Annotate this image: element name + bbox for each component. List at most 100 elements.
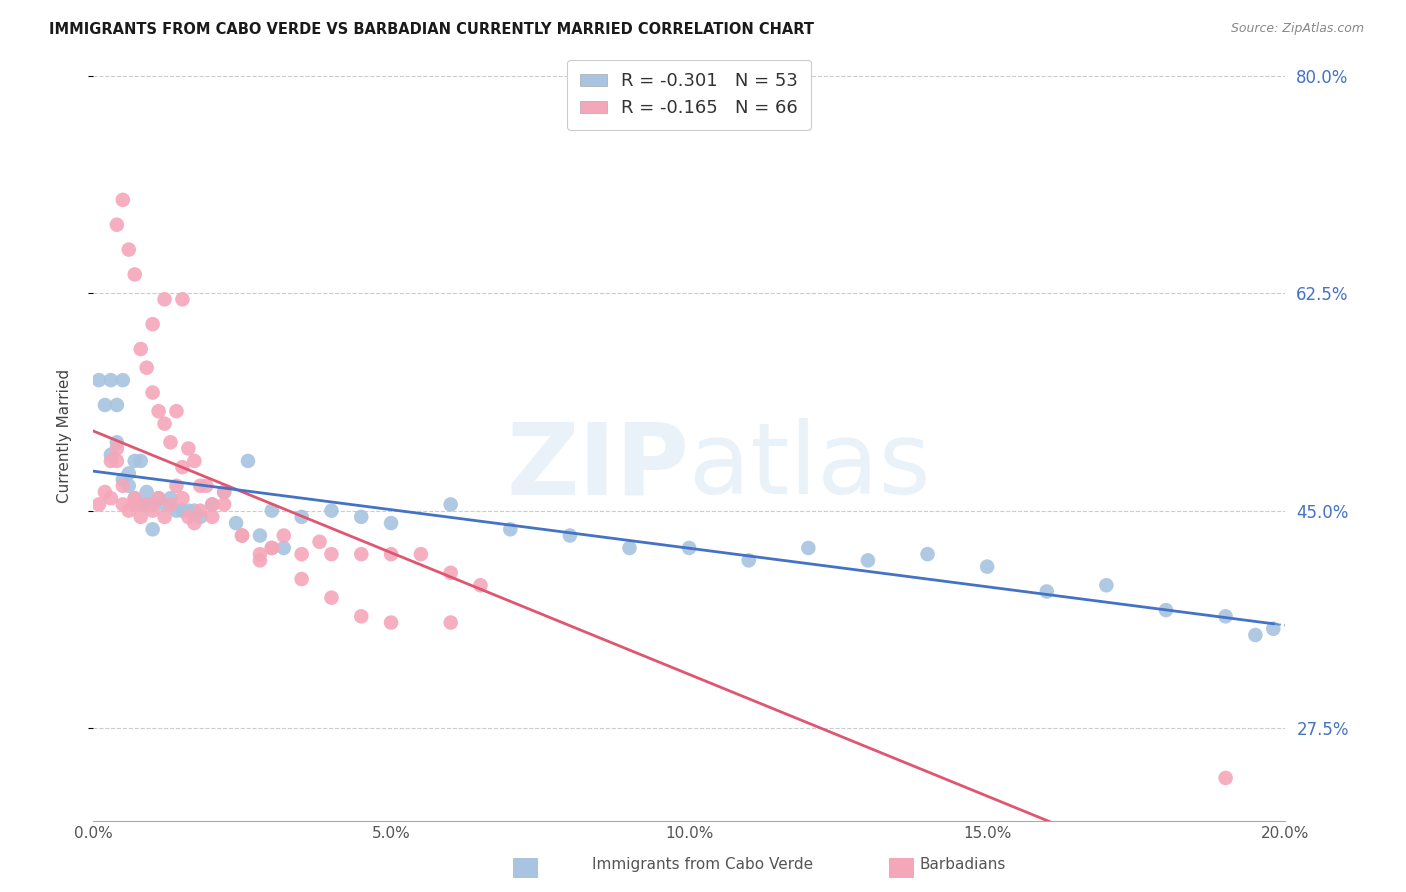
Point	[380, 516, 402, 530]
Point	[856, 553, 879, 567]
Text: atlas: atlas	[689, 418, 931, 516]
Point	[159, 498, 181, 512]
Point	[142, 385, 165, 400]
Point	[249, 547, 271, 561]
Point	[738, 553, 761, 567]
Point	[111, 373, 134, 387]
Point	[1263, 622, 1285, 636]
Point	[1154, 603, 1177, 617]
Point	[917, 547, 939, 561]
Point	[124, 491, 146, 506]
Point	[100, 454, 122, 468]
Point	[188, 503, 211, 517]
Point	[153, 498, 176, 512]
Point	[148, 404, 170, 418]
Point	[1215, 609, 1237, 624]
Point	[409, 547, 432, 561]
Point	[105, 454, 128, 468]
Point	[976, 559, 998, 574]
Point	[148, 491, 170, 506]
Point	[100, 491, 122, 506]
Point	[159, 491, 181, 506]
Point	[172, 293, 194, 307]
Point	[111, 193, 134, 207]
Point	[111, 479, 134, 493]
Point	[321, 591, 343, 605]
Point	[118, 503, 141, 517]
Point	[1036, 584, 1059, 599]
Point	[135, 498, 157, 512]
Point	[440, 498, 463, 512]
Point	[111, 473, 134, 487]
Point	[308, 534, 330, 549]
Point	[201, 509, 224, 524]
Point	[212, 485, 235, 500]
Point	[105, 442, 128, 456]
Point	[124, 498, 146, 512]
Point	[129, 509, 152, 524]
Point	[236, 454, 259, 468]
Point	[94, 485, 117, 500]
Point	[260, 541, 283, 555]
Point	[111, 498, 134, 512]
Point	[1244, 628, 1267, 642]
Point	[87, 373, 110, 387]
Point	[166, 479, 188, 493]
Point	[188, 509, 211, 524]
Point	[172, 460, 194, 475]
Point	[273, 528, 295, 542]
Point	[380, 547, 402, 561]
Point	[321, 547, 343, 561]
Point	[440, 615, 463, 630]
Point	[105, 218, 128, 232]
Text: Immigrants from Cabo Verde: Immigrants from Cabo Verde	[592, 857, 814, 872]
Point	[188, 479, 211, 493]
Point	[135, 360, 157, 375]
Point	[183, 503, 205, 517]
Point	[177, 509, 200, 524]
Point	[142, 317, 165, 331]
Point	[159, 435, 181, 450]
Point	[135, 485, 157, 500]
Point	[231, 528, 253, 542]
Point	[118, 467, 141, 481]
Point	[129, 342, 152, 356]
Point	[142, 498, 165, 512]
Point	[183, 454, 205, 468]
Point	[260, 541, 283, 555]
Point	[87, 498, 110, 512]
Point	[291, 547, 314, 561]
Point	[105, 398, 128, 412]
Point	[183, 516, 205, 530]
Point	[1095, 578, 1118, 592]
Point	[225, 516, 247, 530]
Point	[166, 503, 188, 517]
Point	[470, 578, 492, 592]
Point	[177, 503, 200, 517]
Point	[260, 503, 283, 517]
Point	[619, 541, 641, 555]
Point	[135, 498, 157, 512]
Point	[201, 498, 224, 512]
Point	[249, 528, 271, 542]
Point	[124, 268, 146, 282]
Point	[118, 479, 141, 493]
Point	[350, 547, 373, 561]
Point	[558, 528, 581, 542]
Point	[100, 448, 122, 462]
Point	[124, 491, 146, 506]
Point	[153, 417, 176, 431]
Point	[105, 435, 128, 450]
Point	[94, 398, 117, 412]
Point	[291, 572, 314, 586]
Point	[142, 503, 165, 517]
Point	[172, 491, 194, 506]
Text: ZIP: ZIP	[506, 418, 689, 516]
Point	[1215, 771, 1237, 785]
Point	[249, 553, 271, 567]
Point	[153, 509, 176, 524]
Point	[440, 566, 463, 580]
Point	[380, 615, 402, 630]
Text: Barbadians: Barbadians	[920, 857, 1007, 872]
Point	[273, 541, 295, 555]
